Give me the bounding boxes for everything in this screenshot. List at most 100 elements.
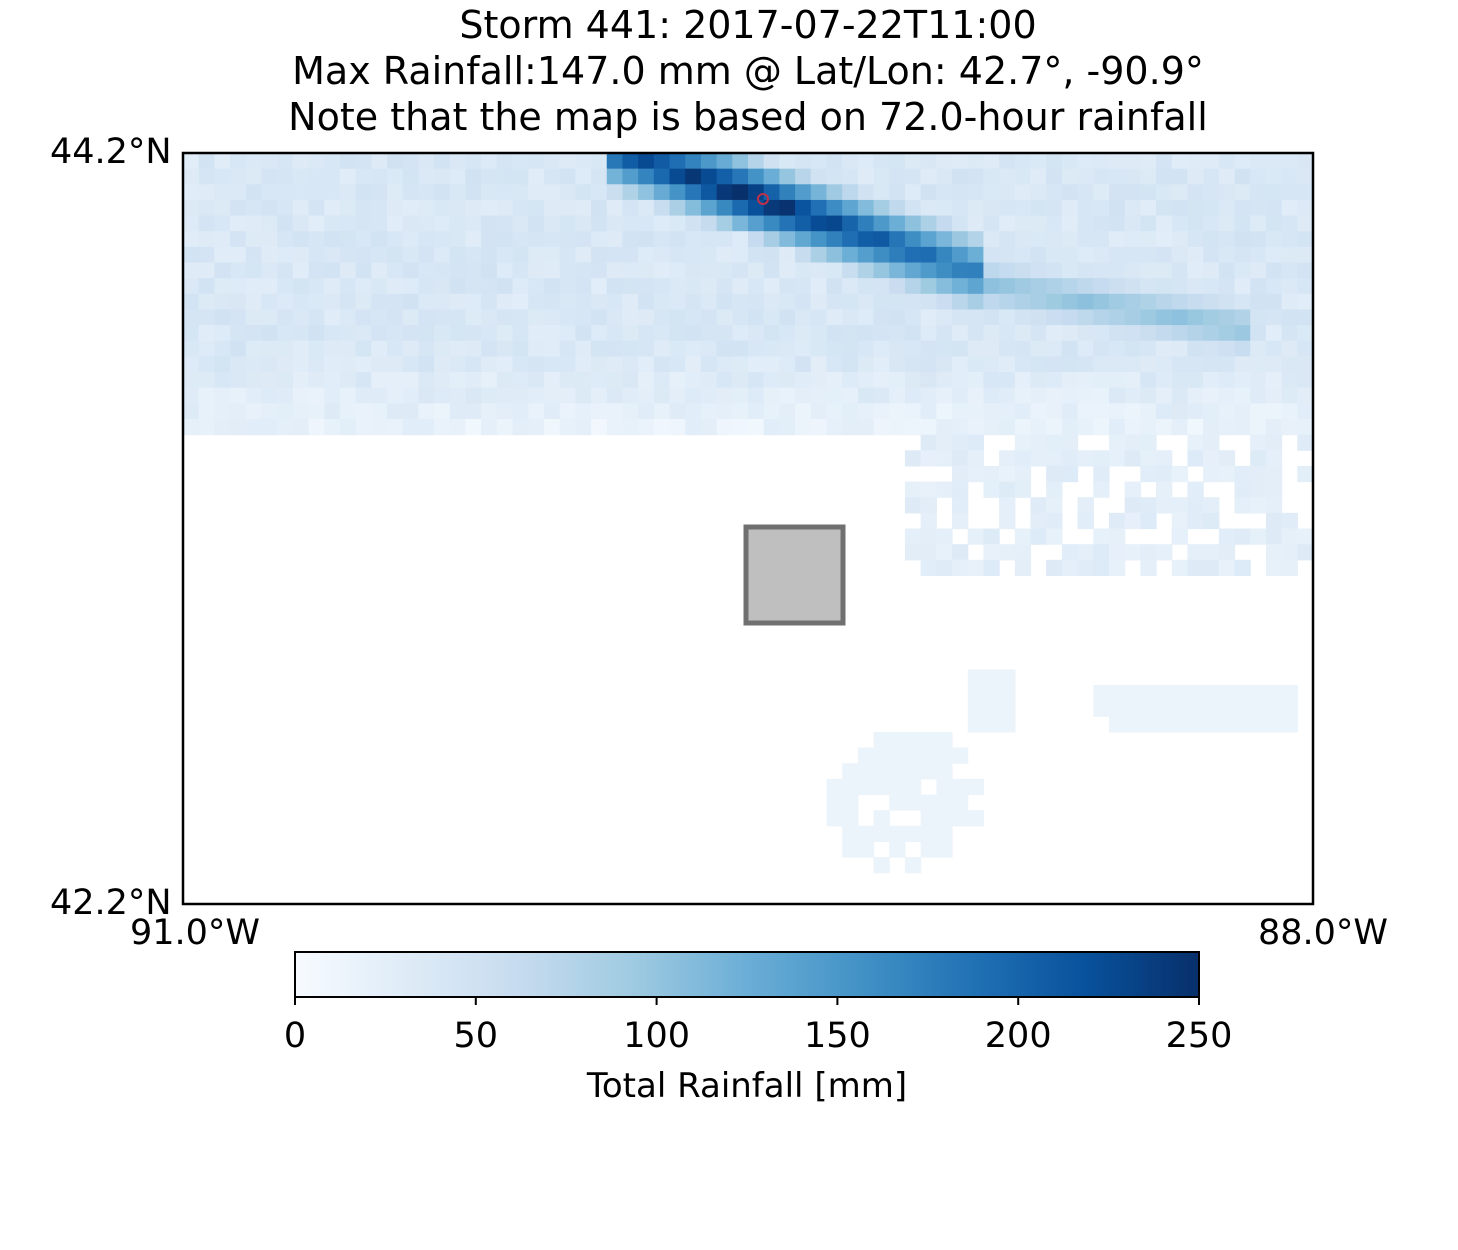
rainfall-cell: [810, 231, 828, 248]
rainfall-cell: [1171, 153, 1189, 170]
rainfall-cell: [1046, 199, 1063, 217]
rainfall-cell: [591, 372, 608, 389]
rainfall-cell: [418, 262, 435, 279]
rainfall-cell: [889, 387, 906, 404]
rainfall-cell: [1281, 684, 1298, 702]
rainfall-cell: [449, 309, 467, 326]
rainfall-cell: [214, 262, 231, 279]
rainfall-cell: [1156, 184, 1173, 201]
rainfall-cell: [904, 184, 922, 201]
rainfall-cell: [685, 278, 702, 295]
rainfall-cell: [261, 168, 278, 185]
rainfall-cell: [277, 262, 294, 279]
rainfall-cell: [700, 293, 718, 311]
rainfall-cell: [1265, 559, 1283, 577]
rainfall-cell: [983, 340, 1000, 357]
rainfall-cell: [512, 184, 529, 201]
rainfall-cell: [1014, 450, 1032, 467]
rainfall-cell: [528, 153, 545, 170]
rainfall-cell: [1281, 153, 1298, 170]
rainfall-cell: [795, 293, 812, 311]
rainfall-cell: [889, 763, 906, 780]
rainfall-cell: [339, 199, 357, 217]
rainfall-cell: [277, 387, 294, 404]
rainfall-cell: [700, 418, 718, 436]
rainfall-cell: [967, 716, 985, 733]
rainfall-cell: [732, 153, 749, 170]
rainfall-cell: [1187, 262, 1204, 279]
rainfall-cell: [1234, 528, 1251, 545]
rainfall-cell: [292, 278, 310, 295]
rainfall-cell: [230, 387, 247, 404]
rainfall-cell: [1108, 199, 1126, 217]
rainfall-cell: [653, 215, 671, 232]
rainfall-cell: [339, 153, 357, 170]
rainfall-cell: [606, 340, 624, 357]
rainfall-cell: [1171, 418, 1189, 436]
rainfall-cell: [638, 262, 655, 279]
rainfall-cell: [1281, 356, 1298, 373]
rainfall-cell: [183, 340, 200, 357]
rainfall-cell: [434, 372, 451, 389]
rainfall-cell: [1234, 168, 1251, 185]
rainfall-cell: [1187, 700, 1204, 717]
rainfall-cell: [1061, 372, 1079, 389]
rainfall-cell: [779, 387, 796, 404]
rainfall-cell: [261, 340, 278, 357]
rainfall-cell: [826, 356, 843, 373]
rainfall-cell: [308, 168, 325, 185]
rainfall-cell: [1156, 199, 1173, 217]
rainfall-cell: [716, 184, 733, 201]
rainfall-cell: [669, 231, 686, 248]
rainfall-cell: [1046, 278, 1063, 295]
rainfall-cell: [920, 262, 937, 279]
rainfall-cell: [952, 153, 969, 170]
rainfall-cell: [543, 293, 561, 311]
rainfall-cell: [779, 168, 796, 185]
rainfall-cell: [685, 387, 702, 404]
rainfall-cell: [606, 356, 624, 373]
rainfall-cell: [1281, 278, 1298, 295]
rainfall-cell: [1265, 184, 1283, 201]
rainfall-cell: [653, 356, 671, 373]
rainfall-cell: [402, 246, 420, 264]
rainfall-cell: [1108, 356, 1126, 373]
rainfall-cell: [1046, 465, 1063, 483]
rainfall-cell: [983, 481, 1000, 498]
rainfall-cell: [904, 794, 922, 811]
rainfall-cell: [1014, 559, 1032, 577]
rainfall-cell: [245, 246, 263, 264]
rainfall-cell: [418, 278, 435, 295]
rainfall-cell: [1234, 215, 1251, 232]
rainfall-cell: [387, 246, 404, 264]
rainfall-cell: [606, 153, 624, 170]
rainfall-cell: [1077, 497, 1094, 514]
rainfall-cell: [952, 293, 969, 311]
rainfall-cell: [889, 778, 906, 796]
rainfall-cell: [622, 168, 639, 185]
rainfall-cell: [1203, 231, 1220, 248]
rainfall-cell: [245, 309, 263, 326]
rainfall-cell: [763, 309, 780, 326]
rainfall-cell: [1014, 465, 1032, 483]
rainfall-cell: [434, 418, 451, 436]
rainfall-cell: [339, 168, 357, 185]
rainfall-cell: [449, 325, 467, 342]
rainfall-cell: [1281, 559, 1298, 577]
rainfall-cell: [277, 184, 294, 201]
rainfall-cell: [1124, 356, 1141, 373]
rainfall-cell: [763, 356, 780, 373]
rainfall-cell: [1234, 465, 1251, 483]
rainfall-cell: [1108, 559, 1126, 577]
rainfall-cell: [402, 387, 420, 404]
rainfall-cell: [920, 481, 937, 498]
rainfall-cell: [183, 278, 200, 295]
rainfall-cell: [1046, 403, 1063, 420]
rainfall-cell: [700, 184, 718, 201]
rainfall-cell: [889, 731, 906, 749]
rainfall-cell: [889, 153, 906, 170]
rainfall-cell: [261, 309, 278, 326]
rainfall-cell: [889, 372, 906, 389]
rainfall-cell: [1265, 372, 1283, 389]
rainfall-cell: [1187, 403, 1204, 420]
